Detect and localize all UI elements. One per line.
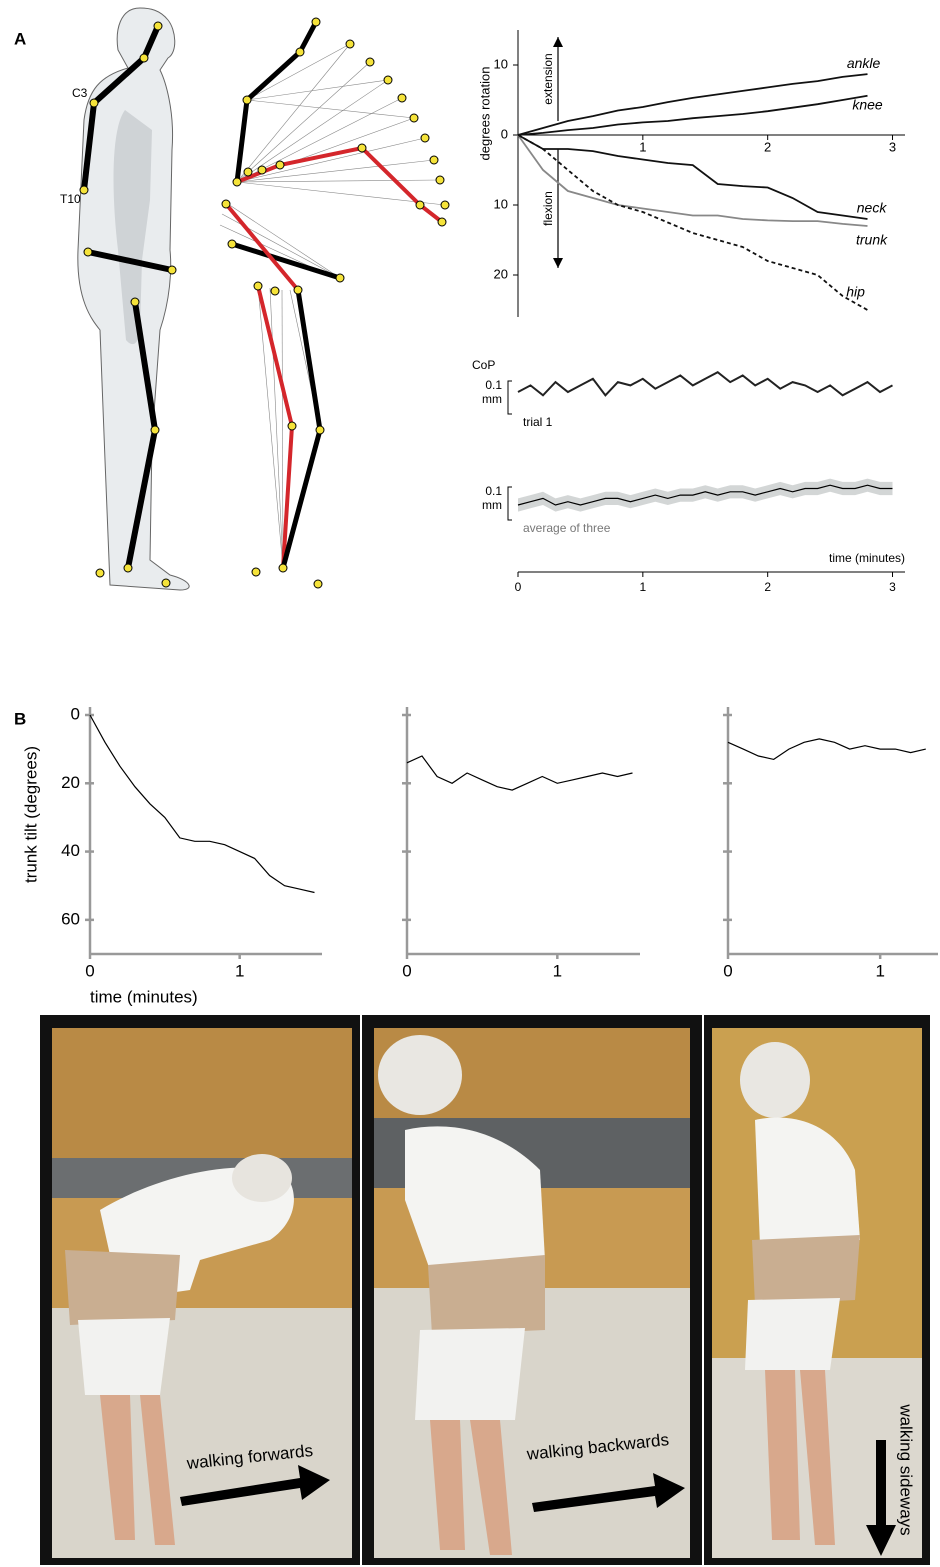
series-label: hip	[846, 284, 865, 300]
photo	[40, 1015, 360, 1565]
x-tick-label: 1	[875, 961, 884, 980]
annotation-arrowhead	[553, 258, 563, 268]
series-line	[517, 73, 868, 136]
y-tick-label: 40	[61, 841, 80, 860]
y-tick-label: 60	[61, 909, 80, 928]
arm-shadow	[113, 110, 152, 345]
stick-diagram	[219, 17, 450, 589]
series-line	[406, 755, 633, 791]
marker-label: C3	[72, 86, 88, 100]
y-tick-label: 20	[61, 773, 80, 792]
photo	[362, 1015, 702, 1565]
scale-bar-label: mm	[482, 498, 502, 512]
trace-line	[517, 484, 893, 506]
fan-lines	[219, 43, 446, 569]
y-tick-label: 0	[501, 126, 508, 141]
markers	[79, 21, 177, 588]
x-tick-label: 2	[764, 580, 771, 594]
pelvis-segment	[87, 249, 173, 273]
y-tick-label: 0	[71, 704, 80, 723]
x-axis-label: time (minutes)	[90, 987, 198, 1006]
scale-bar-label: mm	[482, 392, 502, 406]
annotation: flexion	[541, 191, 555, 226]
x-tick-label: 1	[639, 139, 646, 154]
y-tick-label: 20	[494, 266, 508, 281]
y-tick-label: 10	[494, 196, 508, 211]
series-label: average of three	[523, 521, 611, 535]
photo-caption: walking sideways	[897, 1403, 916, 1535]
y-axis-label: degrees rotation	[477, 67, 492, 161]
series-line	[517, 94, 868, 136]
chart-title: CoP	[472, 358, 495, 372]
series-label: ankle	[847, 55, 881, 71]
trace-line	[517, 371, 893, 397]
marker-label: T10	[60, 192, 81, 206]
series-line	[89, 714, 315, 894]
body-diagram: C3 T10	[60, 7, 190, 591]
x-tick-label: 1	[235, 961, 244, 980]
series-label: knee	[852, 97, 883, 113]
x-tick-label: 1	[553, 961, 562, 980]
x-tick-label: 1	[639, 580, 646, 594]
scale-bar-label: 0.1	[485, 484, 502, 498]
series-line	[517, 134, 868, 220]
spine-segment	[81, 24, 161, 191]
series-label: neck	[857, 200, 888, 216]
series-line	[727, 738, 926, 761]
x-tick-label: 0	[85, 961, 94, 980]
y-tick-label: 10	[494, 56, 508, 71]
annotation: extension	[541, 53, 555, 104]
x-tick-label: 3	[889, 139, 896, 154]
scale-bar	[507, 380, 512, 415]
x-tick-label: 3	[889, 580, 896, 594]
error-band	[518, 478, 893, 512]
series-label: trunk	[856, 232, 888, 248]
y-axis-label: trunk tilt (degrees)	[21, 746, 40, 883]
x-tick-label: 2	[764, 139, 771, 154]
x-axis-label: time (minutes)	[829, 551, 905, 565]
series-line	[517, 134, 868, 311]
scale-bar-label: 0.1	[485, 378, 502, 392]
x-tick-label: 0	[515, 580, 522, 594]
photo	[704, 1015, 930, 1565]
x-tick-label: 0	[402, 961, 411, 980]
series-label: trial 1	[523, 415, 553, 429]
series-line	[517, 134, 868, 227]
scale-bar	[507, 486, 512, 521]
annotation-arrowhead	[553, 37, 563, 47]
panel-label: A	[14, 29, 26, 48]
panel-label: B	[14, 709, 26, 728]
x-tick-label: 0	[723, 961, 732, 980]
